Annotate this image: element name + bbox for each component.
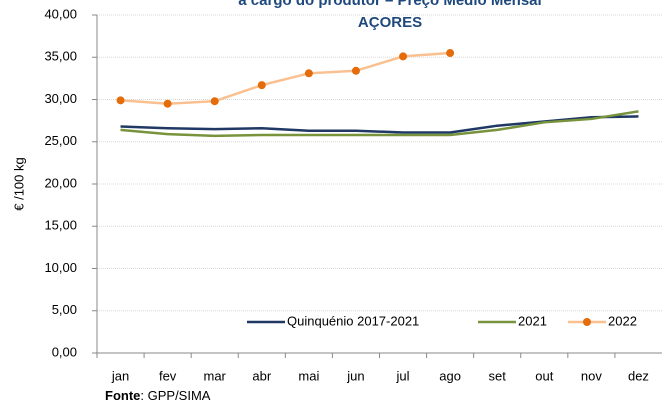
y-tick-label: 20,00 [44, 175, 77, 190]
y-tick-label: 0,00 [52, 344, 77, 359]
y-tick-label: 15,00 [44, 218, 77, 233]
source-label: Fonte [105, 388, 140, 403]
x-tick-label: mar [204, 368, 227, 383]
x-tick-label: jul [396, 368, 410, 383]
x-tick-label: mai [298, 368, 319, 383]
point [210, 97, 219, 106]
y-tick-label: 30,00 [44, 91, 77, 106]
point [446, 49, 455, 58]
series-line [120, 51, 451, 105]
point [116, 96, 125, 105]
series-line [120, 115, 639, 134]
legend-label: 2021 [518, 313, 547, 328]
y-tick-label: 25,00 [44, 133, 77, 148]
point [351, 66, 360, 75]
y-axis-label: € /100 kg [11, 157, 26, 211]
chart-title: a cargo do produtor – Preço Médio Mensal [238, 0, 541, 9]
chart-subtitle: AÇORES [358, 14, 422, 31]
source-text: : GPP/SIMA [140, 388, 210, 403]
y-tick-label: 10,00 [44, 260, 77, 275]
series-line [120, 110, 639, 138]
x-tick-label: abr [252, 368, 271, 383]
x-tick-label: out [535, 368, 553, 383]
source: Fonte: GPP/SIMA [105, 388, 211, 403]
legend-label: Quinquénio 2017-2021 [287, 313, 419, 328]
x-tick-label: jan [111, 368, 129, 383]
y-tick-label: 5,00 [52, 302, 77, 317]
point [257, 81, 266, 90]
x-tick-label: nov [581, 368, 602, 383]
x-tick-label: set [489, 368, 507, 383]
legend-marker [583, 318, 591, 326]
legend-label: 2022 [608, 313, 637, 328]
point [399, 52, 408, 61]
point [304, 69, 313, 78]
x-tick-label: jun [346, 368, 364, 383]
x-tick-label: dez [628, 368, 649, 383]
y-tick-label: 35,00 [44, 49, 77, 64]
x-tick-label: fev [159, 368, 177, 383]
point [163, 99, 172, 108]
y-tick-label: 40,00 [44, 6, 77, 21]
x-tick-label: ago [439, 368, 461, 383]
